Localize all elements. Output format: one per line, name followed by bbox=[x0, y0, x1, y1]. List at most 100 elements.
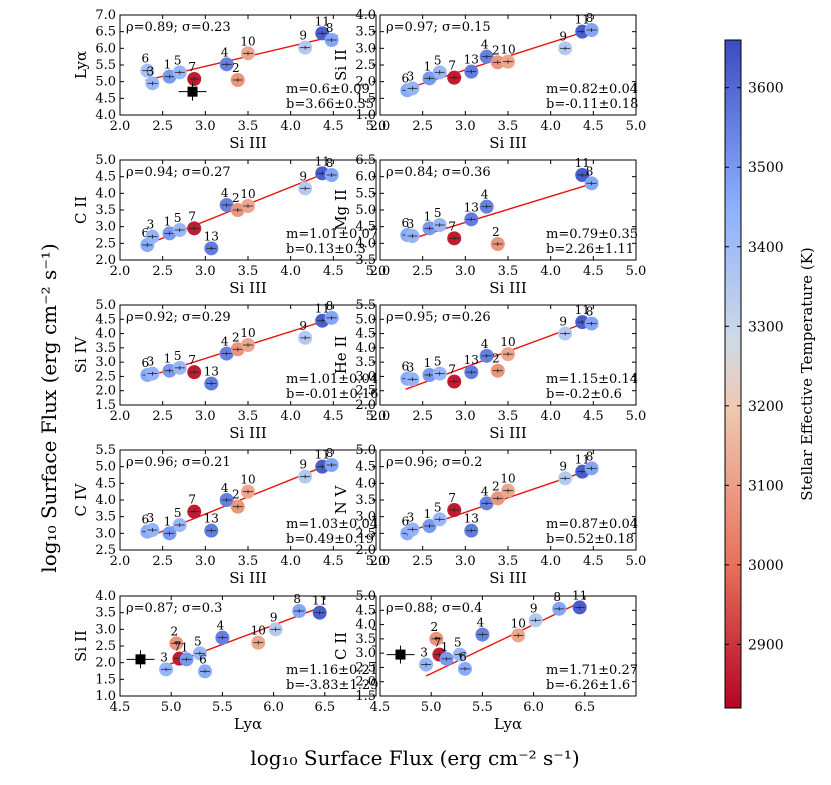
point-label: 3 bbox=[407, 217, 415, 231]
point-label: 4 bbox=[221, 335, 229, 349]
point-label: 11 bbox=[572, 588, 587, 602]
point-label: 10 bbox=[500, 43, 515, 57]
colorbar-tick-label: 3200 bbox=[748, 399, 784, 415]
point-label: 10 bbox=[500, 472, 515, 486]
point-label: 11 bbox=[315, 448, 330, 462]
x-tick-label: 3.5 bbox=[238, 264, 259, 279]
panel-9: 4.5 5.0 5.5 6.0 6.51.01.52.02.53.03.54.0LyαS… bbox=[72, 589, 378, 733]
y-tick-label: 5.5 bbox=[95, 443, 116, 458]
correlation-stats: ρ=0.87; σ=0.3 bbox=[126, 601, 222, 616]
correlation-stats: ρ=0.95; σ=0.26 bbox=[386, 310, 491, 325]
point-label: 1 bbox=[164, 214, 172, 228]
y-tick-label: 5.5 bbox=[95, 58, 116, 73]
x-tick-label: 4.0 bbox=[540, 264, 561, 279]
x-tick-label: 5.0 bbox=[626, 264, 647, 279]
y-tick-label: 2.5 bbox=[355, 660, 376, 675]
fit-slope: m=0.82±0.04 bbox=[546, 82, 638, 97]
black-square-marker bbox=[187, 86, 198, 97]
y-tick-label: 1.5 bbox=[95, 398, 116, 413]
x-tick-label: 3.5 bbox=[498, 119, 519, 134]
correlation-stats: ρ=0.96; σ=0.21 bbox=[126, 455, 231, 470]
fit-slope: m=0.87±0.04 bbox=[546, 517, 638, 532]
point-label: 9 bbox=[559, 459, 567, 473]
shared-y-label: log₁₀ Surface Flux (erg cm⁻² s⁻¹) bbox=[37, 243, 61, 572]
point-label: 7 bbox=[188, 353, 196, 367]
point-label: 5 bbox=[174, 211, 182, 225]
point-label: 13 bbox=[204, 512, 219, 526]
y-tick-label: 5.0 bbox=[95, 153, 116, 168]
x-axis-label: Lyα bbox=[494, 715, 522, 733]
point-label: 5 bbox=[454, 636, 462, 650]
fit-slope: m=1.16±0.21 bbox=[286, 663, 378, 678]
y-axis-label: Mg II bbox=[332, 189, 350, 231]
black-square-marker bbox=[395, 649, 406, 660]
point-label: 7 bbox=[448, 491, 456, 505]
point-label: 9 bbox=[299, 319, 307, 333]
point-label: 3 bbox=[147, 355, 155, 369]
x-tick-label: 3.5 bbox=[238, 119, 259, 134]
point-label: 1 bbox=[164, 514, 172, 528]
x-tick-label: 2.5 bbox=[152, 409, 173, 424]
x-tick-label: 4.5 bbox=[370, 700, 391, 715]
y-tick-label: 2.0 bbox=[95, 253, 116, 268]
y-tick-label: 4.0 bbox=[355, 8, 376, 23]
y-tick-label: 4.0 bbox=[355, 476, 376, 491]
y-tick-label: 3.0 bbox=[355, 510, 376, 525]
point-label: 8 bbox=[326, 299, 334, 313]
x-tick-label: 5.5 bbox=[472, 700, 493, 715]
y-tick-label: 2.5 bbox=[355, 58, 376, 73]
point-label: 4 bbox=[481, 38, 489, 52]
point-label: 3 bbox=[160, 650, 168, 664]
fit-slope: m=1.15±0.14 bbox=[546, 372, 638, 387]
point-label: 8 bbox=[586, 305, 594, 319]
panel-7: 2.0 2.5 3.0 3.5 4.0 4.5 5.02.53.03.54.04.55.05… bbox=[72, 443, 386, 587]
point-label: 9 bbox=[299, 458, 307, 472]
point-label: 1 bbox=[164, 58, 172, 72]
x-tick-label: 4.0 bbox=[540, 119, 561, 134]
x-tick-label: 2.0 bbox=[110, 119, 131, 134]
correlation-stats: ρ=0.92; σ=0.29 bbox=[126, 310, 231, 325]
point-label: 4 bbox=[217, 619, 225, 633]
x-tick-label: 3.5 bbox=[238, 409, 259, 424]
x-tick-label: 4.5 bbox=[323, 409, 344, 424]
point-label: 2 bbox=[492, 352, 500, 366]
y-tick-label: 5.0 bbox=[355, 443, 376, 458]
y-tick-label: 2.0 bbox=[355, 75, 376, 90]
x-tick-label: 3.0 bbox=[455, 119, 476, 134]
point-label: 9 bbox=[299, 169, 307, 183]
y-tick-label: 2.5 bbox=[95, 543, 116, 558]
fit-slope: m=1.03±0.04 bbox=[286, 517, 378, 532]
point-label: 9 bbox=[559, 315, 567, 329]
fit-line bbox=[425, 601, 580, 677]
x-axis-label: Si III bbox=[489, 279, 527, 297]
point-label: 10 bbox=[240, 187, 255, 201]
x-tick-label: 5.0 bbox=[161, 700, 182, 715]
point-label: 10 bbox=[240, 473, 255, 487]
point-label: 4 bbox=[481, 484, 489, 498]
point-label: 5 bbox=[434, 53, 442, 67]
x-tick-label: 4.5 bbox=[583, 119, 604, 134]
x-tick-label: 3.5 bbox=[498, 554, 519, 569]
correlation-stats: ρ=0.97; σ=0.15 bbox=[386, 20, 491, 35]
fit-intercept: b=2.26±1.11 bbox=[546, 242, 634, 257]
y-tick-label: 3.5 bbox=[95, 510, 116, 525]
y-axis-label: He II bbox=[332, 336, 350, 375]
x-tick-label: 3.0 bbox=[195, 409, 216, 424]
x-tick-label: 3.0 bbox=[455, 409, 476, 424]
y-tick-label: 3.5 bbox=[355, 632, 376, 647]
point-label: 6 bbox=[459, 650, 467, 664]
fit-slope: m=1.01±0.07 bbox=[286, 227, 378, 242]
panel-1: 2.0 2.5 3.0 3.5 4.0 4.5 5.04.04.55.05.56.06.57… bbox=[72, 8, 386, 152]
point-label: 10 bbox=[240, 326, 255, 340]
point-label: 4 bbox=[481, 188, 489, 202]
point-label: 3 bbox=[407, 360, 415, 374]
x-tick-label: 2.5 bbox=[412, 119, 433, 134]
x-axis-label: Si III bbox=[229, 134, 267, 152]
y-tick-label: 4.5 bbox=[95, 170, 116, 185]
x-tick-label: 2.0 bbox=[110, 554, 131, 569]
y-tick-label: 1.5 bbox=[95, 672, 116, 687]
plot-frame bbox=[379, 595, 637, 697]
point-label: 8 bbox=[553, 590, 561, 604]
y-tick-label: 4.5 bbox=[355, 327, 376, 342]
x-tick-label: 5.0 bbox=[366, 409, 387, 424]
